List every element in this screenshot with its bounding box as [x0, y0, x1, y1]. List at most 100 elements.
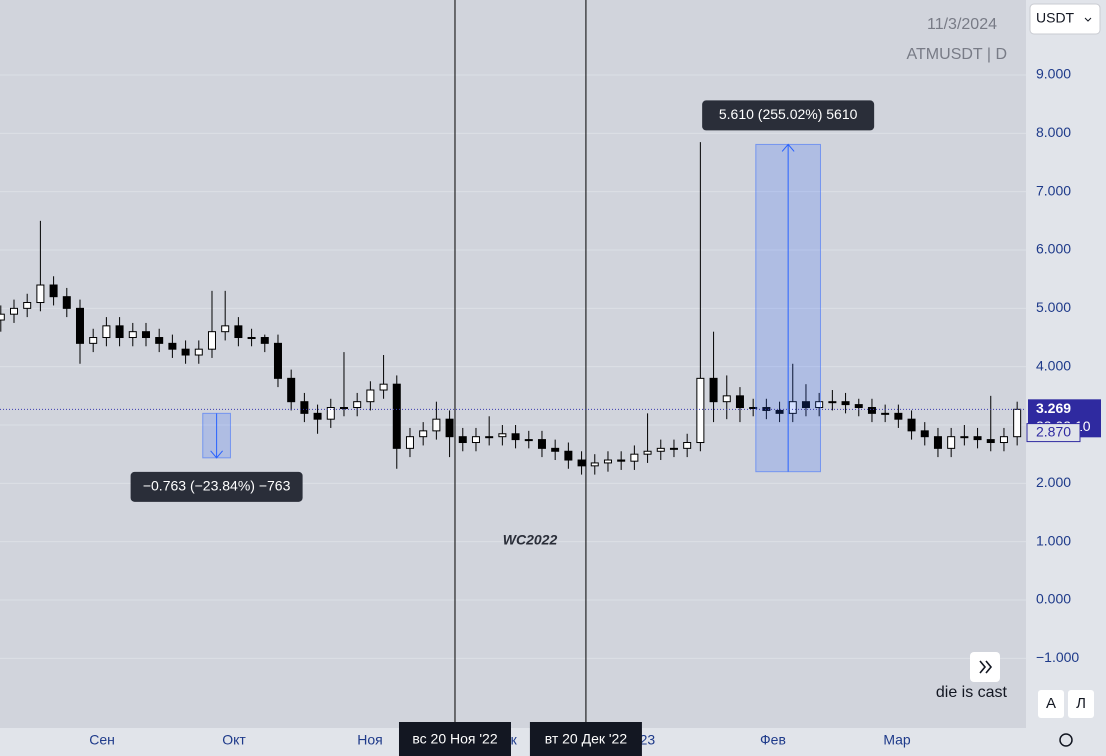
- button-label[interactable]: Л: [1076, 695, 1086, 712]
- price-axis: [1026, 0, 1106, 756]
- candle-body: [788, 401, 797, 414]
- candle-body: [128, 331, 137, 339]
- date: 11/3/2024: [927, 16, 997, 33]
- candle-body: [300, 401, 309, 414]
- candle-body: [23, 302, 32, 309]
- crosshair-label: вс 20 Ноя '22: [412, 731, 497, 747]
- candle-body: [828, 401, 837, 404]
- candle-body: [617, 459, 626, 462]
- measure-label: −0.763 (−23.84%) −763: [143, 478, 291, 494]
- candle-body: [907, 418, 916, 432]
- y-tick-label: −1.000: [1036, 649, 1079, 665]
- candle-body: [551, 447, 560, 452]
- annotation: WC2022: [503, 532, 558, 548]
- candle-body: [696, 377, 705, 444]
- candle-body: [379, 383, 388, 391]
- candle-body: [630, 453, 639, 462]
- candle-body: [577, 459, 586, 467]
- candle-body: [313, 412, 322, 420]
- y-tick-label: 6.000: [1036, 241, 1071, 257]
- time-axis: [0, 728, 1026, 756]
- y-tick-label: 1.000: [1036, 532, 1071, 548]
- candle-body: [141, 331, 150, 339]
- y-tick-label: 8.000: [1036, 124, 1071, 140]
- candle-body: [273, 342, 282, 379]
- candle-body: [683, 442, 692, 449]
- scroll-icon: [979, 660, 993, 674]
- candle-body: [854, 404, 863, 409]
- dropdown-icon: [1084, 17, 1092, 22]
- measure-arrow: [781, 143, 795, 472]
- candle-body: [1013, 408, 1022, 438]
- note: die is cast: [936, 684, 1008, 701]
- x-tick-label: Мар: [883, 732, 911, 748]
- currency-button[interactable]: [1029, 3, 1101, 35]
- candle-body: [339, 407, 348, 410]
- x-tick-label: Фев: [760, 732, 786, 748]
- candle-body: [841, 401, 850, 406]
- candle-body: [168, 342, 177, 350]
- candle-body: [933, 436, 942, 449]
- measure-label: 5.610 (255.02%) 5610: [719, 106, 858, 122]
- candle-body: [234, 325, 243, 339]
- candle-body: [590, 462, 599, 467]
- currency[interactable]: USDT: [1036, 10, 1075, 26]
- candle-body: [815, 401, 824, 409]
- candle-body: [867, 407, 876, 414]
- y-tick-label: 5.000: [1036, 299, 1071, 315]
- candle-body: [194, 348, 203, 356]
- crosshair-label-bg: [529, 722, 642, 756]
- candle-body: [947, 436, 956, 449]
- candle-body: [392, 383, 401, 449]
- auto-button[interactable]: [1038, 690, 1064, 718]
- candle-body: [89, 337, 98, 344]
- candle-body: [603, 459, 612, 464]
- candle-body: [458, 436, 467, 444]
- candle-body: [432, 418, 441, 432]
- crosshair-label-bg: [398, 722, 511, 756]
- candle-body: [564, 450, 573, 461]
- candle-body: [894, 412, 903, 420]
- candle-body: [0, 313, 5, 321]
- candle-body: [749, 407, 758, 410]
- candle-body: [353, 401, 362, 409]
- candle-body: [537, 439, 546, 449]
- candle-body: [419, 430, 428, 438]
- button-label[interactable]: A: [1046, 695, 1056, 712]
- candle-body: [36, 284, 45, 304]
- candle-body: [221, 325, 230, 333]
- candle-body: [669, 447, 678, 450]
- candle-body: [801, 401, 810, 409]
- candle-body: [75, 307, 84, 344]
- candle-body: [973, 436, 982, 441]
- candle-body: [445, 418, 454, 438]
- candle-body: [247, 337, 256, 340]
- candle-body: [115, 325, 124, 339]
- candle-body: [9, 307, 18, 315]
- x-tick-label: Сен: [89, 732, 115, 748]
- candle-body: [155, 337, 164, 344]
- candle-body: [102, 325, 111, 339]
- measure-label-bg: [702, 100, 875, 131]
- candle-body: [920, 430, 929, 438]
- measure-arrow: [210, 413, 223, 459]
- candle-body: [735, 395, 744, 409]
- candle-body: [999, 436, 1008, 444]
- candle-body: [524, 439, 533, 442]
- candle-body: [366, 389, 375, 403]
- candle-body: [287, 377, 296, 403]
- settings-icon[interactable]: [1059, 733, 1073, 747]
- candle-body: [775, 409, 784, 414]
- candle-body: [485, 436, 494, 439]
- candle-body: [722, 395, 731, 403]
- candle-body: [643, 450, 652, 455]
- prev-close-label: 2.870: [1036, 423, 1071, 439]
- candle-body: [62, 296, 71, 309]
- candle-body: [405, 436, 414, 449]
- candle-body: [181, 348, 190, 356]
- log-button[interactable]: [1068, 690, 1094, 718]
- candle-body: [656, 447, 665, 452]
- candle-body: [471, 436, 480, 444]
